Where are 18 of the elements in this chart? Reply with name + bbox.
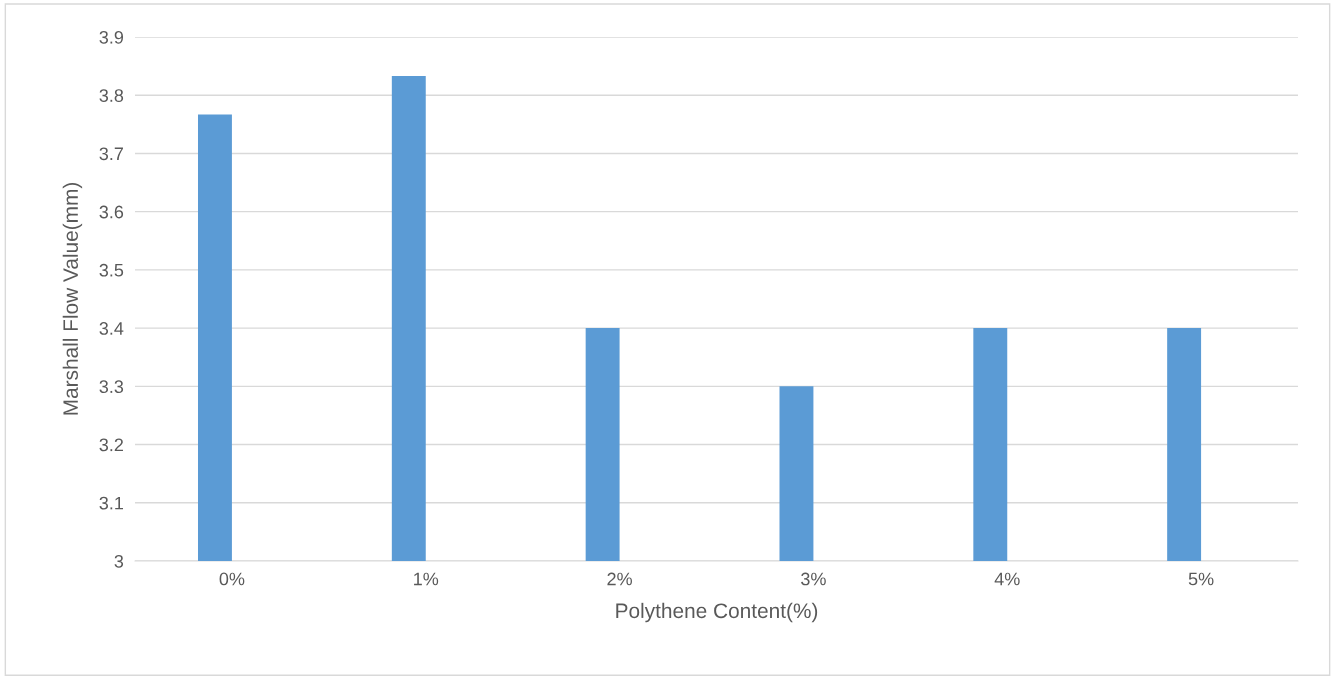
x-tick-label: 0% [219, 572, 245, 586]
x-tick-label: 2% [607, 572, 632, 586]
y-tick-label: 3.1 [99, 496, 124, 510]
x-tick-label: 3% [801, 572, 826, 586]
x-tick-label: 1% [414, 572, 439, 586]
x-tick-label: 5% [1188, 572, 1214, 586]
y-tick-label: 3.2 [99, 438, 123, 452]
y-tick-label: 3.5 [99, 263, 124, 277]
y-tick-label: 3.4 [99, 322, 124, 335]
y-tick-label: 3 [114, 554, 124, 568]
y-tick-label: 3.7 [99, 147, 123, 161]
y-tick-label: 3.3 [99, 380, 124, 394]
y-axis-title: Marshall Flow Value(mm) [62, 182, 83, 415]
y-tick-label: 3.6 [99, 205, 124, 219]
y-tick-label: 3.8 [99, 89, 124, 102]
x-axis-title: Polythene Content(%) [616, 602, 818, 623]
y-tick-label: 3.9 [99, 30, 124, 44]
x-tick-label: 4% [994, 572, 1020, 586]
